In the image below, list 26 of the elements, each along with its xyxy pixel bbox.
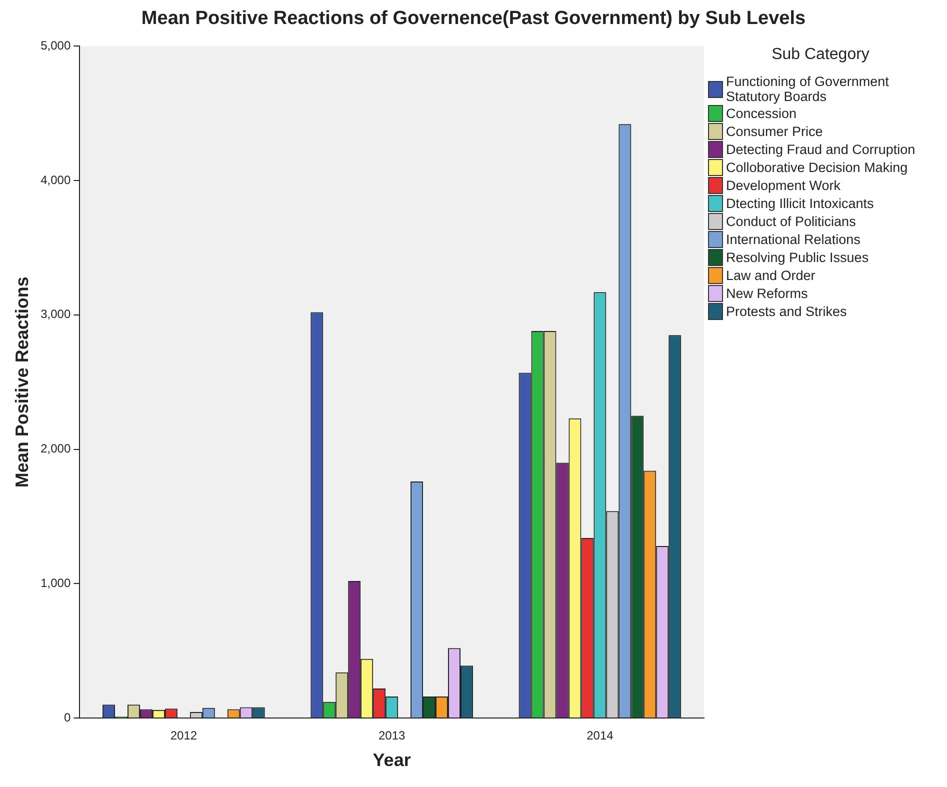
- legend-label: Functioning of Government Statutory Boards: [726, 74, 890, 104]
- legend-label: Development Work: [726, 178, 841, 193]
- legend-label: Detecting Fraud and Corruption: [726, 142, 916, 157]
- chart-title: Mean Positive Reactions of Governence(Past Government) by Sub Levels: [140, 8, 807, 30]
- y-tick-label: 4,000: [40, 172, 71, 187]
- y-tick-label: 3,000: [40, 307, 71, 322]
- legend-label: Concession: [726, 106, 797, 121]
- legend-label: New Reforms: [726, 286, 808, 301]
- legend-label: Protests and Strikes: [726, 304, 847, 319]
- x-tick-label: 2013: [378, 728, 406, 743]
- x-tick-label: 2014: [586, 728, 614, 743]
- y-tick-label: 5,000: [40, 38, 71, 53]
- x-axis-title: Year: [372, 750, 411, 770]
- legend-title: Sub Category: [770, 46, 870, 64]
- legend-label: Resolving Public Issues: [726, 250, 869, 265]
- legend-label: Conduct of Politicians: [726, 214, 856, 229]
- legend-label: Consumer Price: [726, 124, 823, 139]
- y-tick-label: 2,000: [40, 442, 71, 456]
- legend-label: Law and Order: [726, 268, 816, 283]
- legend-label: Colloborative Decision Making: [726, 160, 908, 175]
- legend-label: International Relations: [726, 232, 860, 247]
- y-tick-label: 0: [64, 710, 71, 724]
- legend-label: Dtecting Illicit Intoxicants: [726, 196, 874, 211]
- y-tick-label: 1,000: [40, 576, 71, 590]
- y-axis-title: Mean Positive Reactions: [12, 276, 32, 488]
- x-tick-label: 2012: [170, 728, 198, 743]
